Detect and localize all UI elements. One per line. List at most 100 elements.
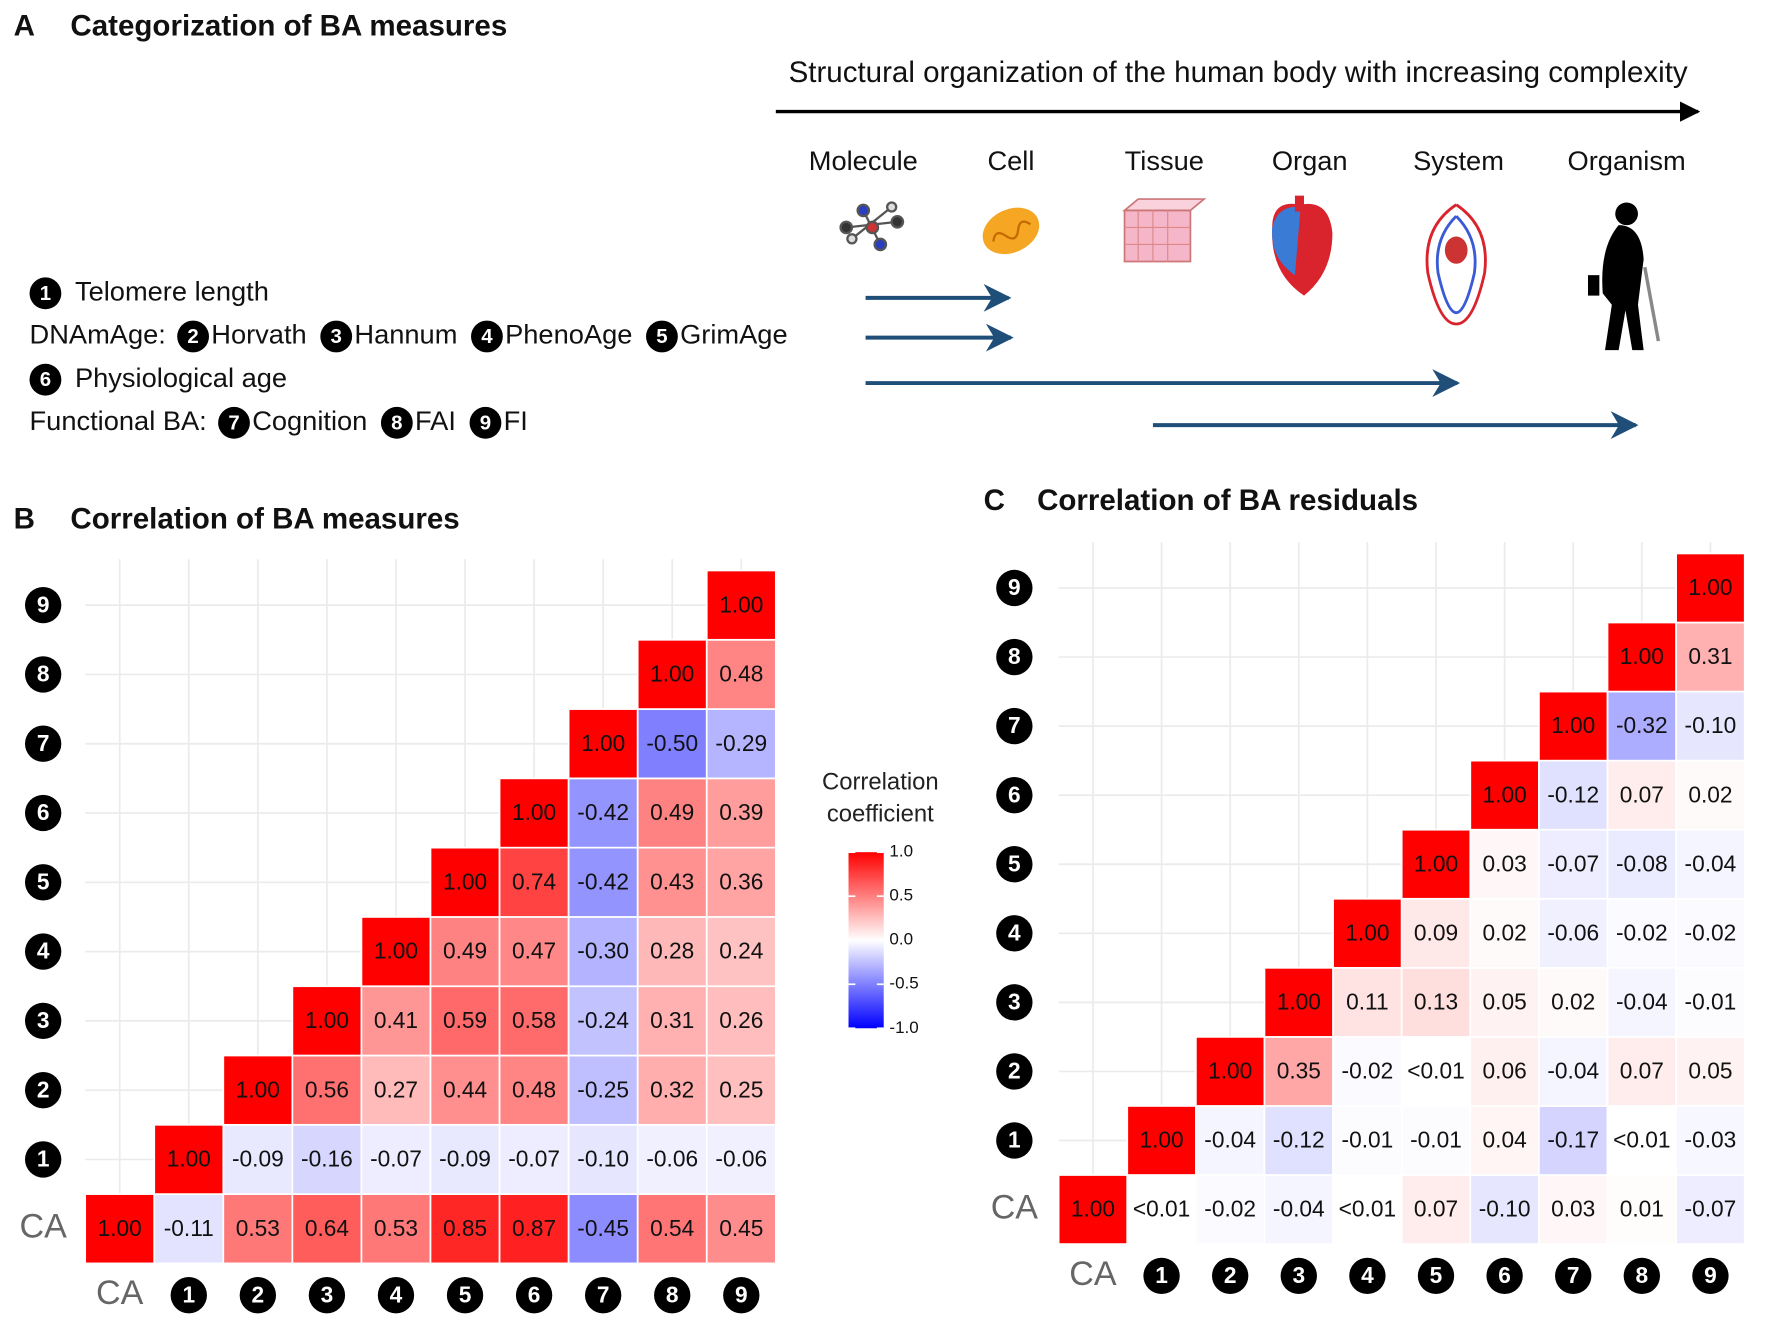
cell-label: 0.27 xyxy=(374,1076,418,1102)
heatmap-cell xyxy=(705,916,777,988)
heatmap-cell xyxy=(222,1123,294,1195)
cell-label: 0.85 xyxy=(443,1215,487,1241)
cell-icon xyxy=(982,207,1040,255)
cell-label: 0.02 xyxy=(1551,988,1595,1014)
marker-circle xyxy=(996,638,1033,676)
marker-number: 9 xyxy=(735,1281,748,1307)
heatmap-cell xyxy=(1538,828,1609,900)
cell-label: 0.05 xyxy=(1688,1058,1732,1084)
heatmap-cell xyxy=(636,1193,708,1265)
cell-label: 0.07 xyxy=(1620,781,1664,807)
cell-label: -0.30 xyxy=(577,938,629,964)
marker-number: 6 xyxy=(1498,1262,1511,1288)
legend-tick-label: 1.0 xyxy=(889,842,913,861)
system-icon xyxy=(1425,203,1487,326)
row-item: Physiological age xyxy=(75,362,287,393)
heatmap-cell xyxy=(1606,1036,1677,1107)
heatmap-cell xyxy=(429,916,501,988)
heatmap-cell xyxy=(567,708,639,780)
marker-circle xyxy=(24,864,62,901)
cell-label: 0.53 xyxy=(374,1215,418,1241)
heatmap-cell xyxy=(1675,1174,1746,1245)
cell-label: <0.01 xyxy=(1133,1196,1190,1222)
marker-circle xyxy=(1212,1257,1249,1295)
marker-circle xyxy=(1555,1257,1592,1295)
heatmap-cell xyxy=(1538,1105,1609,1176)
legend-tick-label: 0.5 xyxy=(889,886,913,905)
marker-circle xyxy=(29,277,62,310)
heatmap-cell xyxy=(636,1123,708,1195)
cell-label: -0.42 xyxy=(577,868,629,894)
marker-circle xyxy=(996,707,1033,745)
legend-title-box: Correlation coefficient xyxy=(822,769,939,827)
marker-number: 5 xyxy=(1430,1262,1443,1288)
heatmap-cell xyxy=(636,1054,708,1126)
heatmap-cell xyxy=(1538,690,1609,762)
level-label: Tissue xyxy=(1125,145,1204,176)
heatmap-cell xyxy=(636,985,708,1057)
level-label: Organism xyxy=(1568,145,1686,176)
cell-label: 0.28 xyxy=(650,938,694,964)
row-item: FAI xyxy=(415,405,456,436)
heatmap-cell xyxy=(153,1193,225,1265)
panel-letter: B xyxy=(14,502,35,535)
cell-label: 0.07 xyxy=(1414,1196,1458,1222)
molecule-icon xyxy=(839,201,905,252)
marker-circle xyxy=(1349,1257,1386,1295)
marker-number: 5 xyxy=(37,868,50,894)
cell-label: 0.04 xyxy=(1483,1127,1527,1153)
marker-circle xyxy=(723,1277,760,1314)
category-label: CA xyxy=(96,1274,144,1312)
row-item: FI xyxy=(504,405,528,436)
cell-label: -0.16 xyxy=(301,1146,353,1172)
organ-icon xyxy=(1272,195,1333,296)
level-label: Molecule xyxy=(809,145,918,176)
cell-label: -0.45 xyxy=(577,1215,629,1241)
marker-circle xyxy=(24,656,62,693)
cell-label: 1.00 xyxy=(1688,574,1732,600)
row-item: PhenoAge xyxy=(505,319,632,350)
cell-label: <0.01 xyxy=(1339,1196,1396,1222)
cell-label: -0.09 xyxy=(439,1146,491,1172)
cell-label: -0.07 xyxy=(370,1146,422,1172)
marker-number: 3 xyxy=(37,1007,50,1033)
marker-circle xyxy=(996,1053,1033,1090)
marker-circle xyxy=(996,915,1033,952)
cell-label: -0.11 xyxy=(164,1215,214,1241)
marker-circle xyxy=(24,725,62,762)
marker-circle xyxy=(654,1277,691,1314)
marker-circle xyxy=(24,933,62,970)
cell-label: -0.29 xyxy=(715,730,767,756)
heatmap-cell xyxy=(1400,1036,1472,1107)
marker-number: 1 xyxy=(40,282,51,305)
marker-circle xyxy=(218,406,250,439)
cell-label: 1.00 xyxy=(1071,1196,1115,1222)
heatmap-cell xyxy=(222,1193,294,1265)
cell-label: -0.02 xyxy=(1204,1196,1256,1222)
heatmap-cell xyxy=(1469,1174,1540,1245)
marker-circle xyxy=(170,1277,207,1314)
marker-number: 6 xyxy=(528,1281,541,1307)
heatmap-cell xyxy=(705,638,777,710)
cell-label: -0.25 xyxy=(577,1076,629,1102)
heatmap-cell xyxy=(1332,966,1403,1038)
cell-label: -0.17 xyxy=(1547,1127,1599,1153)
heatmap-cell xyxy=(1332,897,1403,969)
heatmap-cell xyxy=(705,1054,777,1126)
marker-number: 5 xyxy=(1008,850,1021,876)
cell-label: 1.00 xyxy=(1414,850,1458,876)
marker-circle xyxy=(24,794,62,832)
heatmap-cell xyxy=(567,916,639,988)
cell-label: 1.00 xyxy=(98,1215,142,1241)
cell-label: -0.12 xyxy=(1273,1127,1325,1153)
cell-label: 0.64 xyxy=(305,1215,349,1241)
heatmap-cell xyxy=(291,1193,363,1265)
organism-icon xyxy=(1587,202,1661,351)
cell-label: 0.09 xyxy=(1414,919,1458,945)
cell-label: 1.00 xyxy=(1620,643,1664,669)
cell-label: 0.44 xyxy=(443,1076,487,1102)
cell-label: 0.54 xyxy=(650,1215,694,1241)
heatmap-cell xyxy=(498,985,570,1057)
cell-label: -0.04 xyxy=(1273,1196,1325,1222)
cell-label: -0.04 xyxy=(1547,1058,1599,1084)
